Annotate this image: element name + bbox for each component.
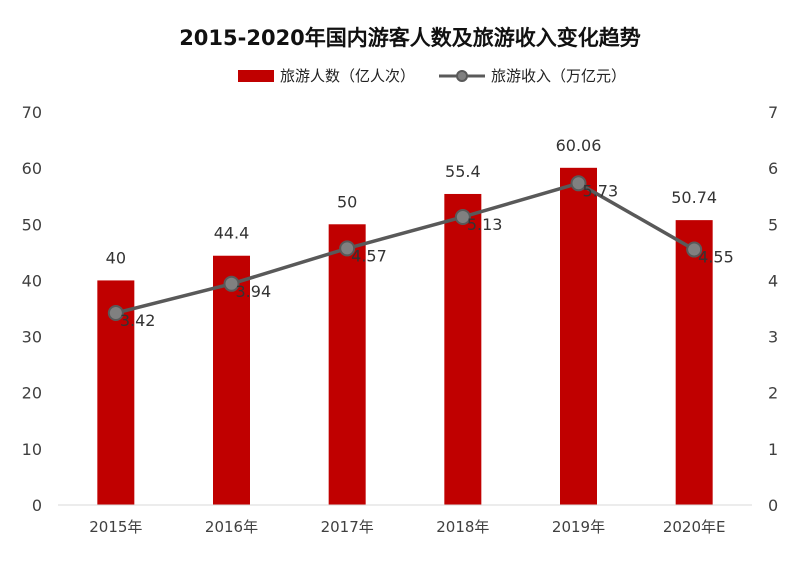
line-data-label: 3.94 [236,282,272,301]
bar [560,167,597,505]
line-data-label: 5.13 [467,215,503,234]
left-y-tick-label: 60 [22,159,42,178]
x-tick-label: 2018年 [436,518,489,536]
right-y-tick-label: 1 [768,440,778,459]
bar [444,193,482,505]
line-point [223,275,240,292]
line-data-label: 5.73 [583,181,619,200]
right-y-tick-label: 4 [768,271,778,290]
bar [213,255,250,505]
legend-line-marker [456,70,468,82]
right-y-tick-label: 3 [768,328,778,347]
bar-data-label: 55.4 [445,162,481,181]
right-y-tick-label: 5 [768,215,778,234]
bar-data-label: 40 [106,248,126,267]
bar-data-label: 60.06 [556,136,602,155]
line-series [107,175,703,321]
legend-bar-swatch [238,70,274,82]
bar [675,220,713,505]
left-y-axis: 0 10 20 30 40 50 60 70 [22,103,42,515]
legend-bar-label: 旅游人数（亿人次） [280,67,415,85]
left-y-tick-label: 50 [22,215,42,234]
x-tick-label: 2019年 [552,518,605,536]
line-data-label: 3.42 [120,311,156,330]
line-point [570,175,587,192]
x-tick-label: 2020年E [663,518,726,536]
x-tick-label: 2017年 [321,518,374,536]
line-data-labels: 3.42 3.94 4.57 5.13 5.73 4.55 [120,181,734,330]
bar-data-label: 50.74 [671,188,717,207]
x-tick-label: 2015年 [89,518,142,536]
right-y-tick-label: 7 [768,103,778,122]
line-path [115,181,696,315]
bar [328,224,366,506]
legend: 旅游人数（亿人次） 旅游收入（万亿元） [238,67,626,85]
left-y-tick-label: 10 [22,440,42,459]
chart-title: 2015-2020年国内游客人数及旅游收入变化趋势 [179,26,641,50]
line-data-label: 4.57 [351,246,387,265]
x-axis: 2015年 2016年 2017年 2018年 2019年 2020年E [58,504,752,536]
bar-data-label: 50 [337,192,357,211]
left-y-tick-label: 30 [22,328,42,347]
left-y-tick-label: 0 [32,496,42,515]
right-y-tick-label: 6 [768,159,778,178]
left-y-tick-label: 20 [22,384,42,403]
line-point [686,241,703,258]
x-tick-label: 2016年 [205,518,258,536]
bar-series [97,167,713,506]
right-y-tick-label: 0 [768,496,778,515]
bar-data-label: 44.4 [214,224,250,243]
left-y-tick-label: 70 [22,103,42,122]
bar-data-labels: 40 44.4 50 55.4 60.06 50.74 [106,136,717,268]
line-point [107,304,124,321]
right-y-axis: 0 1 2 3 4 5 6 7 [768,103,778,515]
left-y-tick-label: 40 [22,271,42,290]
line-point [454,208,471,225]
legend-line-label: 旅游收入（万亿元） [491,67,626,85]
line-data-label: 4.55 [698,248,734,267]
right-y-tick-label: 2 [768,384,778,403]
line-point [339,240,356,257]
